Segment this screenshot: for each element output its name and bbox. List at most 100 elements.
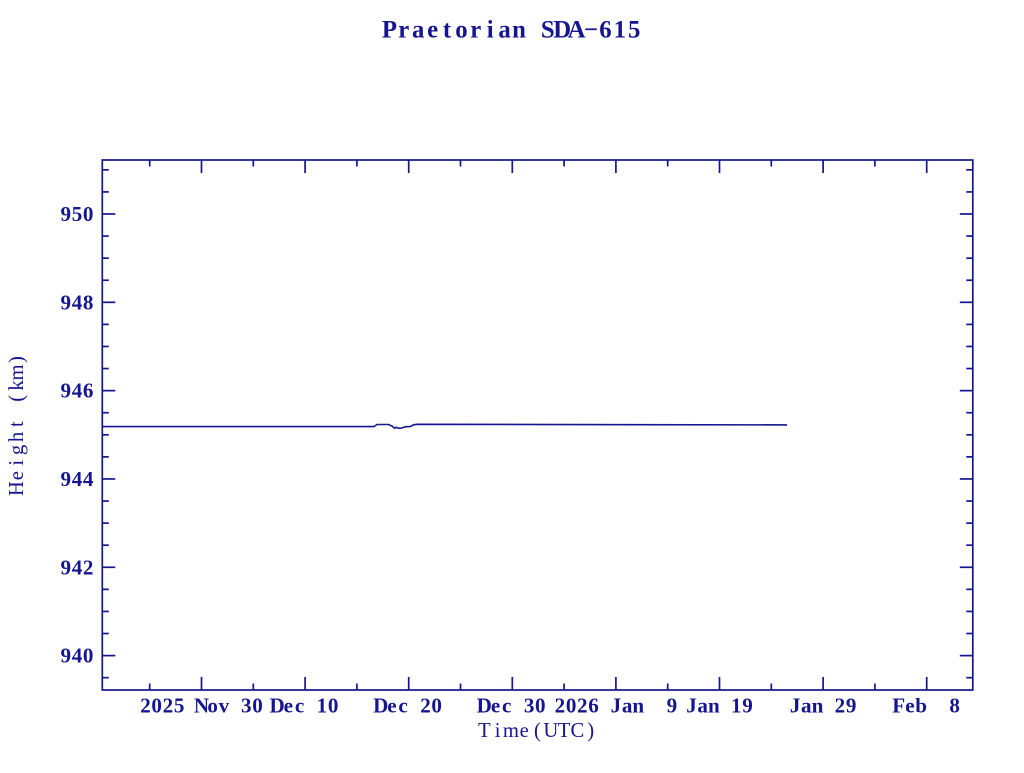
svg-text:v: v [219,694,230,718]
svg-text:H: H [6,481,28,496]
svg-text:t: t [443,17,452,44]
svg-text:0: 0 [431,694,442,718]
svg-text:N: N [194,694,209,718]
svg-text:e: e [427,17,438,44]
svg-text:0: 0 [328,694,339,718]
svg-text:2: 2 [835,694,846,718]
svg-text:1: 1 [731,694,742,718]
svg-text:2: 2 [577,694,588,718]
svg-text:4: 4 [72,644,83,668]
svg-text:1: 1 [614,17,626,44]
svg-text:6: 6 [588,694,599,718]
svg-text:r: r [398,17,409,44]
svg-text:−: − [584,17,598,44]
svg-text:b: b [915,694,927,718]
svg-text:a: a [622,694,633,718]
svg-text:o: o [455,17,467,44]
svg-text:e: e [520,720,529,742]
svg-text:0: 0 [151,694,162,718]
svg-text:F: F [892,694,905,718]
svg-text:9: 9 [61,379,72,403]
svg-text:g: g [6,445,28,455]
svg-text:): ) [6,356,28,363]
svg-text:D: D [477,694,492,718]
svg-text:e: e [905,694,914,718]
svg-text:o: o [207,694,218,718]
svg-text:9: 9 [742,694,753,718]
svg-text:c: c [295,694,304,718]
svg-text:i: i [6,460,28,466]
svg-text:2: 2 [420,694,431,718]
svg-text:2: 2 [83,555,94,579]
svg-text:4: 4 [72,555,83,579]
svg-text:2: 2 [555,694,566,718]
svg-text:a: a [801,694,812,718]
svg-text:3: 3 [241,694,252,718]
svg-text:6: 6 [83,379,94,403]
svg-text:0: 0 [252,694,263,718]
svg-text:J: J [790,694,801,718]
svg-text:9: 9 [667,694,678,718]
svg-text:4: 4 [72,467,83,491]
svg-text:9: 9 [61,202,72,226]
svg-text:5: 5 [72,202,83,226]
svg-text:e: e [6,471,28,480]
svg-text:0: 0 [83,644,94,668]
svg-text:h: h [6,431,28,442]
svg-text:0: 0 [535,694,546,718]
svg-text:e: e [491,694,500,718]
svg-text:m: m [503,720,519,742]
svg-text:5: 5 [174,694,185,718]
svg-text:m: m [6,364,28,380]
svg-text:8: 8 [949,694,960,718]
svg-text:i: i [487,17,494,44]
svg-text:): ) [587,720,594,742]
svg-text:S: S [541,17,555,44]
svg-text:9: 9 [61,467,72,491]
svg-text:9: 9 [61,555,72,579]
svg-text:J: J [686,694,697,718]
svg-text:e: e [387,694,396,718]
svg-text:T: T [478,720,491,742]
svg-text:1: 1 [317,694,328,718]
svg-text:c: c [398,694,407,718]
svg-text:n: n [812,694,824,718]
svg-text:8: 8 [83,290,94,314]
svg-text:r: r [470,17,481,44]
svg-text:D: D [373,694,388,718]
svg-text:A: A [568,17,586,44]
svg-text:e: e [284,694,293,718]
svg-text:(: ( [6,395,28,402]
svg-text:C: C [570,720,584,742]
svg-text:a: a [697,694,708,718]
svg-text:t: t [6,421,28,427]
svg-text:n: n [708,694,720,718]
svg-text:i: i [495,720,501,742]
svg-text:0: 0 [566,694,577,718]
svg-text:a: a [412,17,425,44]
svg-text:3: 3 [524,694,535,718]
svg-text:4: 4 [83,467,94,491]
svg-text:P: P [382,17,397,44]
svg-text:2: 2 [140,694,151,718]
svg-text:n: n [512,17,526,44]
svg-text:(: ( [534,720,541,742]
svg-text:4: 4 [72,290,83,314]
svg-text:a: a [498,17,511,44]
svg-text:k: k [6,380,28,391]
svg-text:9: 9 [846,694,857,718]
svg-text:T: T [558,720,571,742]
svg-text:U: U [543,720,558,742]
svg-text:9: 9 [61,644,72,668]
svg-text:D: D [553,17,571,44]
svg-text:c: c [502,694,511,718]
svg-text:9: 9 [61,290,72,314]
svg-text:4: 4 [72,379,83,403]
svg-text:6: 6 [599,17,611,44]
svg-text:J: J [611,694,622,718]
svg-text:D: D [269,694,284,718]
svg-text:0: 0 [83,202,94,226]
svg-text:5: 5 [628,17,640,44]
svg-text:2: 2 [163,694,174,718]
svg-text:n: n [632,694,644,718]
